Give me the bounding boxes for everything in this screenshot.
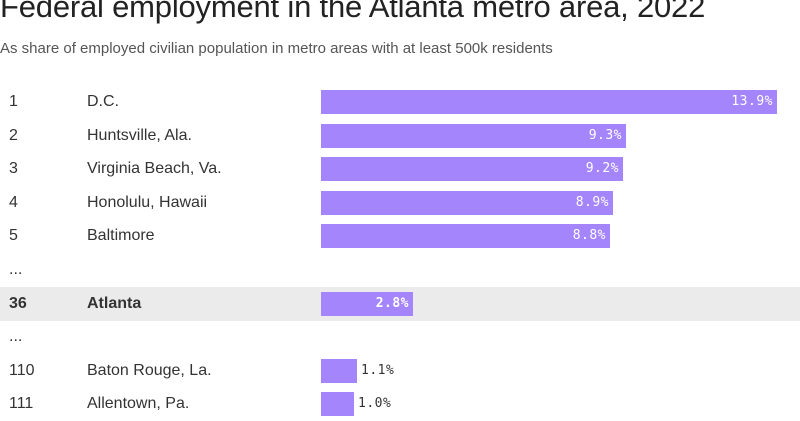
metro-name-label: Allentown, Pa.: [87, 395, 190, 412]
table-row: 1 D.C. 13.9%: [0, 85, 800, 119]
chart-subtitle: As share of employed civilian population…: [0, 40, 553, 57]
value-label: 1.0%: [358, 396, 392, 411]
rank-label: 36: [9, 295, 27, 312]
bar: [321, 224, 610, 248]
table-row: 111 Allentown, Pa. 1.0%: [0, 387, 800, 421]
rank-label: 4: [9, 194, 18, 211]
bar: [321, 392, 354, 416]
rank-label: 5: [9, 227, 18, 244]
row-gap-marker: ...: [9, 328, 23, 345]
bar: [321, 90, 777, 114]
metro-name-label: D.C.: [87, 93, 119, 110]
metro-name-label: Virginia Beach, Va.: [87, 160, 222, 177]
value-label: 8.8%: [572, 228, 606, 243]
value-label: 8.9%: [575, 195, 609, 210]
value-label: 13.9%: [731, 94, 773, 109]
rank-label: 111: [9, 395, 34, 412]
table-row: 5 Baltimore 8.8%: [0, 219, 800, 253]
bar: [321, 124, 626, 148]
rank-label: 1: [9, 93, 18, 110]
metro-name-label: Baltimore: [87, 227, 155, 244]
value-label: 1.1%: [361, 363, 395, 378]
rank-label: 2: [9, 127, 18, 144]
table-row: 4 Honolulu, Hawaii 8.9%: [0, 186, 800, 220]
metro-name-label: Honolulu, Hawaii: [87, 194, 208, 211]
highlighted-row: 36 Atlanta 2.8%: [0, 287, 800, 321]
rank-label: 110: [9, 362, 35, 379]
rank-label: 3: [9, 160, 18, 177]
table-row: 3 Virginia Beach, Va. 9.2%: [0, 152, 800, 186]
bar: [321, 292, 413, 316]
metro-name-label: Baton Rouge, La.: [87, 362, 212, 379]
bar: [321, 157, 623, 181]
value-label: 9.2%: [585, 161, 619, 176]
chart-title: Federal employment in the Atlanta metro …: [0, 0, 706, 24]
table-row: 110 Baton Rouge, La. 1.1%: [0, 354, 800, 388]
row-gap-marker: ...: [9, 261, 23, 278]
metro-name-label: Huntsville, Ala.: [87, 127, 192, 144]
metro-name-label: Atlanta: [87, 295, 142, 312]
value-label: 2.8%: [375, 296, 409, 311]
table-row: 2 Huntsville, Ala. 9.3%: [0, 119, 800, 153]
bar: [321, 191, 613, 215]
value-label: 9.3%: [588, 128, 622, 143]
bar: [321, 359, 357, 383]
